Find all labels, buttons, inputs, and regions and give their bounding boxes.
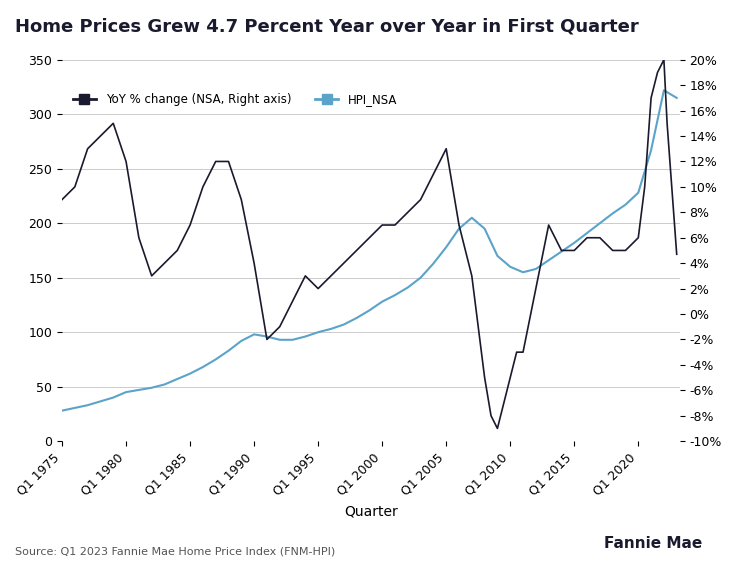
HPI_NSA [660, 87, 668, 94]
YoY % change (NSA, Right axis) [282, 311, 290, 318]
Text: Fannie Mae: Fannie Mae [604, 536, 702, 551]
YoY % change (NSA, Right axis) [439, 152, 447, 158]
X-axis label: Quarter: Quarter [344, 505, 398, 519]
HPI_NSA [519, 269, 528, 275]
Text: Home Prices Grew 4.7 Percent Year over Year in First Quarter: Home Prices Grew 4.7 Percent Year over Y… [15, 17, 638, 35]
YoY % change (NSA, Right axis) [57, 196, 66, 203]
YoY % change (NSA, Right axis) [522, 333, 531, 340]
Line: HPI_NSA: HPI_NSA [62, 90, 677, 411]
Text: Source: Q1 2023 Fannie Mae Home Price Index (FNM-HPI): Source: Q1 2023 Fannie Mae Home Price In… [15, 546, 335, 557]
HPI_NSA [57, 407, 66, 414]
HPI_NSA [304, 332, 313, 339]
Line: YoY % change (NSA, Right axis): YoY % change (NSA, Right axis) [62, 60, 677, 428]
YoY % change (NSA, Right axis) [202, 177, 211, 184]
Legend: YoY % change (NSA, Right axis), HPI_NSA: YoY % change (NSA, Right axis), HPI_NSA [68, 89, 402, 111]
YoY % change (NSA, Right axis) [304, 275, 313, 282]
HPI_NSA [515, 268, 524, 274]
YoY % change (NSA, Right axis) [660, 56, 668, 63]
YoY % change (NSA, Right axis) [672, 251, 681, 258]
HPI_NSA [672, 94, 681, 101]
HPI_NSA [439, 248, 447, 254]
YoY % change (NSA, Right axis) [519, 349, 528, 356]
HPI_NSA [282, 336, 290, 343]
HPI_NSA [202, 362, 211, 369]
YoY % change (NSA, Right axis) [493, 425, 502, 432]
